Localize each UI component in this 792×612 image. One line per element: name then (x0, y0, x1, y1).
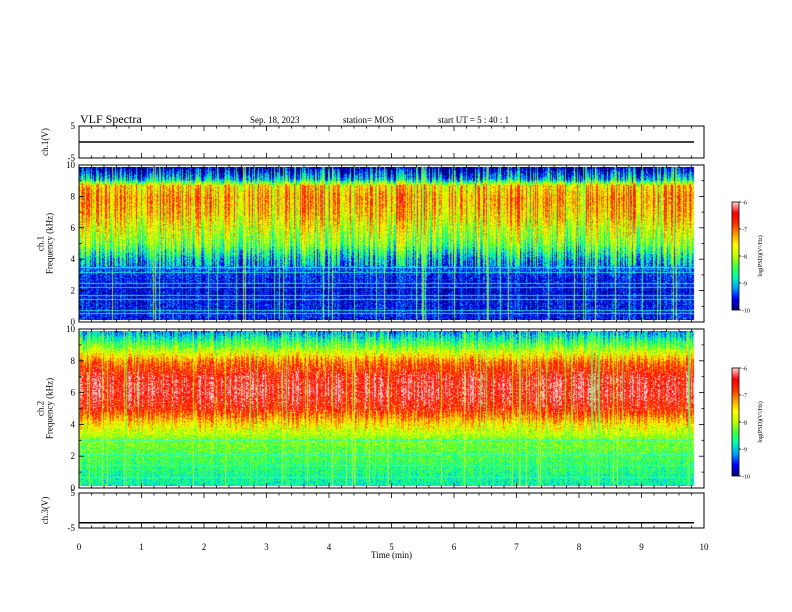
y-tick-label: 0 (71, 317, 76, 327)
y-tick-label: 8 (71, 356, 76, 366)
y-tick-label: 6 (71, 223, 76, 233)
y-tick-label: -5 (68, 153, 76, 163)
x-tick-label: 6 (452, 542, 457, 552)
x-tick-label: 5 (389, 542, 394, 552)
colorbar-label: log(PSD)(V²/Hz) (757, 401, 764, 442)
ch3-voltage-panel: 5 -5 ch.3(V) (40, 488, 705, 533)
y-tick-label: 0 (71, 483, 76, 493)
colorbar-label: log(PSD)(V²/Hz) (757, 235, 764, 276)
x-tick-label: 4 (327, 542, 332, 552)
colorbar-tick-label: -6 (742, 201, 747, 207)
y-tick-label: 5 (71, 121, 76, 131)
y-tick-label: 4 (71, 419, 76, 429)
ch1-spectrogram-heatmap (79, 167, 704, 320)
y-tick-label: 10 (66, 324, 76, 334)
ch1-colorbar: -6 -7 -8 -9 -10 log(PSD)(V²/Hz) (731, 201, 764, 315)
y-tick-label: 8 (71, 191, 76, 201)
colorbar-tick-label: -8 (742, 255, 747, 261)
colorbar-tick-label: -9 (742, 448, 747, 454)
ch2-colorbar-gradient (732, 368, 739, 476)
y-tick-label: 2 (71, 451, 76, 461)
ch1-colorbar-gradient (732, 202, 739, 310)
colorbar-tick-label: -7 (742, 228, 747, 234)
x-axis-label: Time (min) (371, 550, 412, 560)
x-tick-label: 7 (514, 542, 519, 552)
y-tick-label: 5 (71, 488, 76, 498)
ch1-spectrogram-panel: 0 2 4 6 8 10 ch.1 Frequency (kHz) (36, 160, 705, 327)
y-axis-label: ch.2 (36, 401, 46, 416)
header: VLF Spectra Sep. 18, 2023 station= MOS s… (80, 112, 509, 126)
colorbar-tick-label: -7 (742, 394, 747, 400)
x-tick-label: 0 (77, 542, 82, 552)
y-axis-label: Frequency (kHz) (45, 378, 55, 439)
colorbar-tick-label: -8 (742, 421, 747, 427)
x-tick-label: 3 (264, 542, 269, 552)
x-tick-label: 2 (202, 542, 207, 552)
y-tick-label: 2 (71, 286, 76, 296)
colorbar-tick-label: -10 (742, 309, 750, 315)
x-tick-label: 8 (577, 542, 582, 552)
date-label: Sep. 18, 2023 (250, 115, 300, 125)
y-tick-label: -5 (68, 523, 76, 533)
y-axis-label: ch.3(V) (40, 497, 50, 525)
colorbar-tick-label: -6 (742, 367, 747, 373)
start-time-label: start UT = 5 : 40 : 1 (438, 115, 509, 125)
station-label: station= MOS (343, 115, 394, 125)
time-axis: 0 1 2 3 4 5 6 7 8 9 10 Time (min) (77, 542, 709, 560)
colorbar-tick-label: -10 (742, 475, 750, 481)
figure-title: VLF Spectra (80, 112, 142, 126)
x-tick-label: 1 (139, 542, 144, 552)
y-tick-label: 10 (66, 160, 76, 170)
y-tick-label: 4 (71, 254, 76, 264)
x-tick-label: 9 (639, 542, 644, 552)
ch2-colorbar: -6 -7 -8 -9 -10 log(PSD)(V²/Hz) (731, 367, 764, 481)
x-tick-label: 10 (700, 542, 710, 552)
y-tick-label: 6 (71, 388, 76, 398)
y-axis-label: ch.1 (36, 236, 46, 251)
y-axis-label: ch.1(V) (40, 128, 50, 156)
y-axis-label: Frequency (kHz) (45, 213, 55, 274)
ch1-voltage-panel: 5 -5 ch.1(V) (40, 121, 705, 163)
ch2-spectrogram-panel: 0 2 4 6 8 10 ch.2 Frequency (kHz) (36, 324, 705, 493)
ch2-spectrogram-heatmap (79, 331, 704, 486)
colorbar-tick-label: -9 (742, 282, 747, 288)
